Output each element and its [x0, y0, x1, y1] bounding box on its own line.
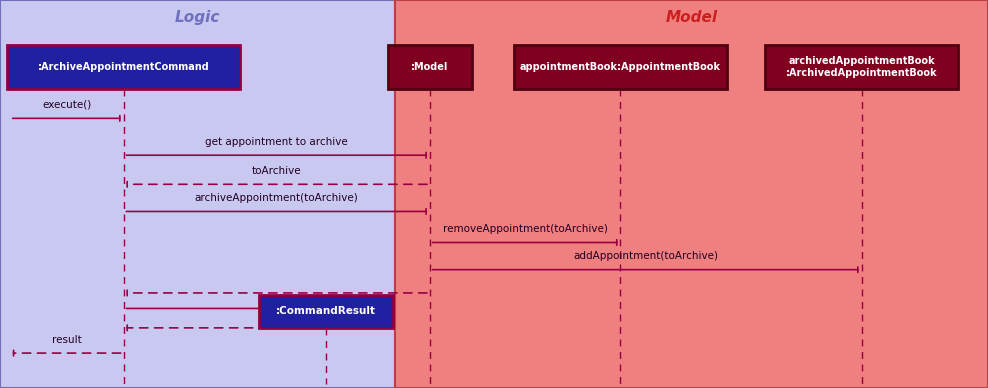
Text: archiveAppointment(toArchive): archiveAppointment(toArchive) [195, 193, 359, 203]
Text: Model: Model [666, 10, 717, 25]
Text: Logic: Logic [175, 10, 220, 25]
Text: appointmentBook:AppointmentBook: appointmentBook:AppointmentBook [520, 62, 721, 72]
Bar [259, 295, 392, 328]
Text: result: result [51, 334, 82, 345]
Bar [387, 45, 472, 89]
Text: get appointment to archive: get appointment to archive [206, 137, 348, 147]
Text: toArchive: toArchive [252, 166, 301, 176]
Bar [0, 0, 395, 388]
Text: :ArchiveAppointmentCommand: :ArchiveAppointmentCommand [38, 62, 209, 72]
Text: :Model: :Model [411, 62, 449, 72]
Text: removeAppointment(toArchive): removeAppointment(toArchive) [443, 224, 608, 234]
Bar [514, 45, 726, 89]
Bar [765, 45, 957, 89]
Text: execute(): execute() [42, 100, 91, 110]
Bar [395, 0, 988, 388]
Text: :CommandResult: :CommandResult [276, 307, 376, 316]
Bar [8, 45, 239, 89]
Text: addAppointment(toArchive): addAppointment(toArchive) [573, 251, 718, 261]
Text: archivedAppointmentBook
:ArchivedAppointmentBook: archivedAppointmentBook :ArchivedAppoint… [785, 56, 938, 78]
